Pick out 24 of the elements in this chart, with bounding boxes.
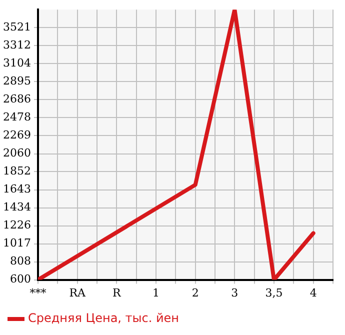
y-tick-label: 2269 — [2, 128, 31, 142]
x-tick-label: 3 — [231, 286, 238, 300]
legend-label: Средняя Цена, тыс. йен — [28, 311, 180, 326]
x-tick-label: 4 — [310, 286, 317, 300]
y-tick-label: 1017 — [2, 236, 31, 250]
x-tick-label: *** — [30, 286, 47, 300]
y-tick-label: 2478 — [2, 110, 31, 124]
y-tick-label: 3104 — [2, 56, 31, 70]
y-tick-label: 1434 — [2, 200, 31, 214]
x-tick-label: RA — [69, 286, 86, 300]
y-tick-label: 600 — [10, 272, 31, 286]
y-tick-label: 1643 — [2, 182, 31, 196]
y-tick-label: 2686 — [2, 92, 31, 106]
y-tick-label: 2895 — [2, 74, 31, 88]
y-tick-label: 3312 — [2, 38, 31, 52]
y-tick-label: 808 — [10, 254, 31, 268]
y-tick-label: 2060 — [2, 146, 31, 160]
x-tick-label: 1 — [152, 286, 160, 300]
y-tick-label: 3521 — [2, 20, 31, 34]
y-tick-label: 1226 — [2, 218, 31, 232]
x-tick-label: 3,5 — [265, 286, 283, 300]
x-tick-label: 2 — [192, 286, 199, 300]
x-tick-label: R — [112, 286, 122, 300]
y-tick-label: 1852 — [2, 164, 31, 178]
